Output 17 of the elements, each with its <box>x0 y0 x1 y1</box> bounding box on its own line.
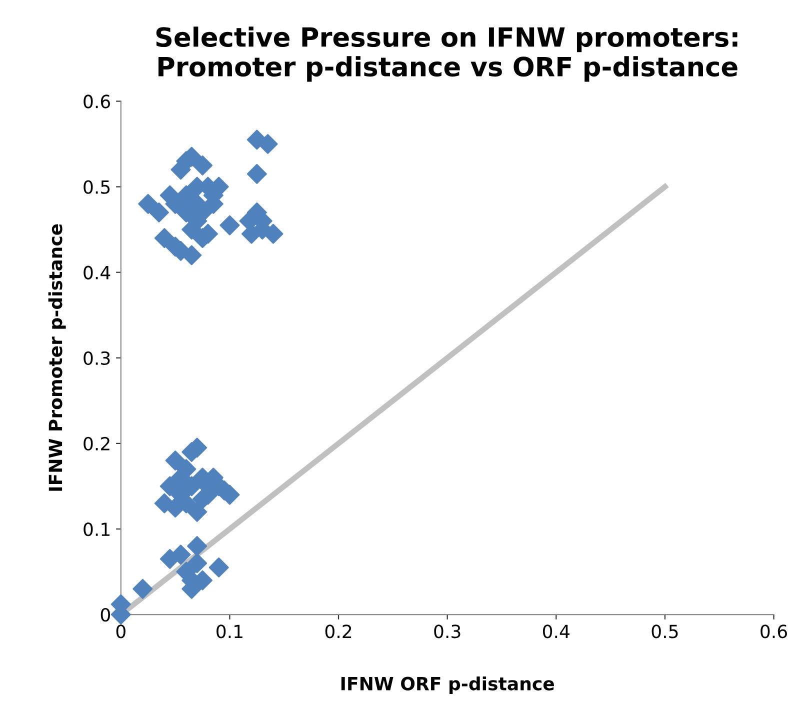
y-tick-label: 0.5 <box>84 180 110 194</box>
x-tick-label: 0 <box>116 624 126 638</box>
chart-title: Selective Pressure on IFNW promoters: Promoter p-distance vs ORF p-distance <box>156 26 738 82</box>
y-tick-label: 0 <box>100 608 110 622</box>
x-tick-label: 0.6 <box>760 624 787 638</box>
y-tick-label: 0.2 <box>84 436 110 451</box>
x-axis-title: IFNW ORF p-distance <box>341 676 554 694</box>
y-tick-label: 0.6 <box>84 94 110 108</box>
y-tick-label: 0.4 <box>84 266 110 280</box>
x-tick-label: 0.3 <box>434 624 460 638</box>
y-tick-label: 0.3 <box>84 351 110 365</box>
x-tick-label: 0.2 <box>325 624 352 638</box>
x-tick-label: 0.1 <box>216 624 242 638</box>
x-tick-label: 0.5 <box>652 624 678 638</box>
y-tick-label: 0.1 <box>84 522 110 536</box>
y-axis-title: IFNW Promoter p-distance <box>48 224 66 491</box>
x-tick-label: 0.4 <box>542 624 570 638</box>
